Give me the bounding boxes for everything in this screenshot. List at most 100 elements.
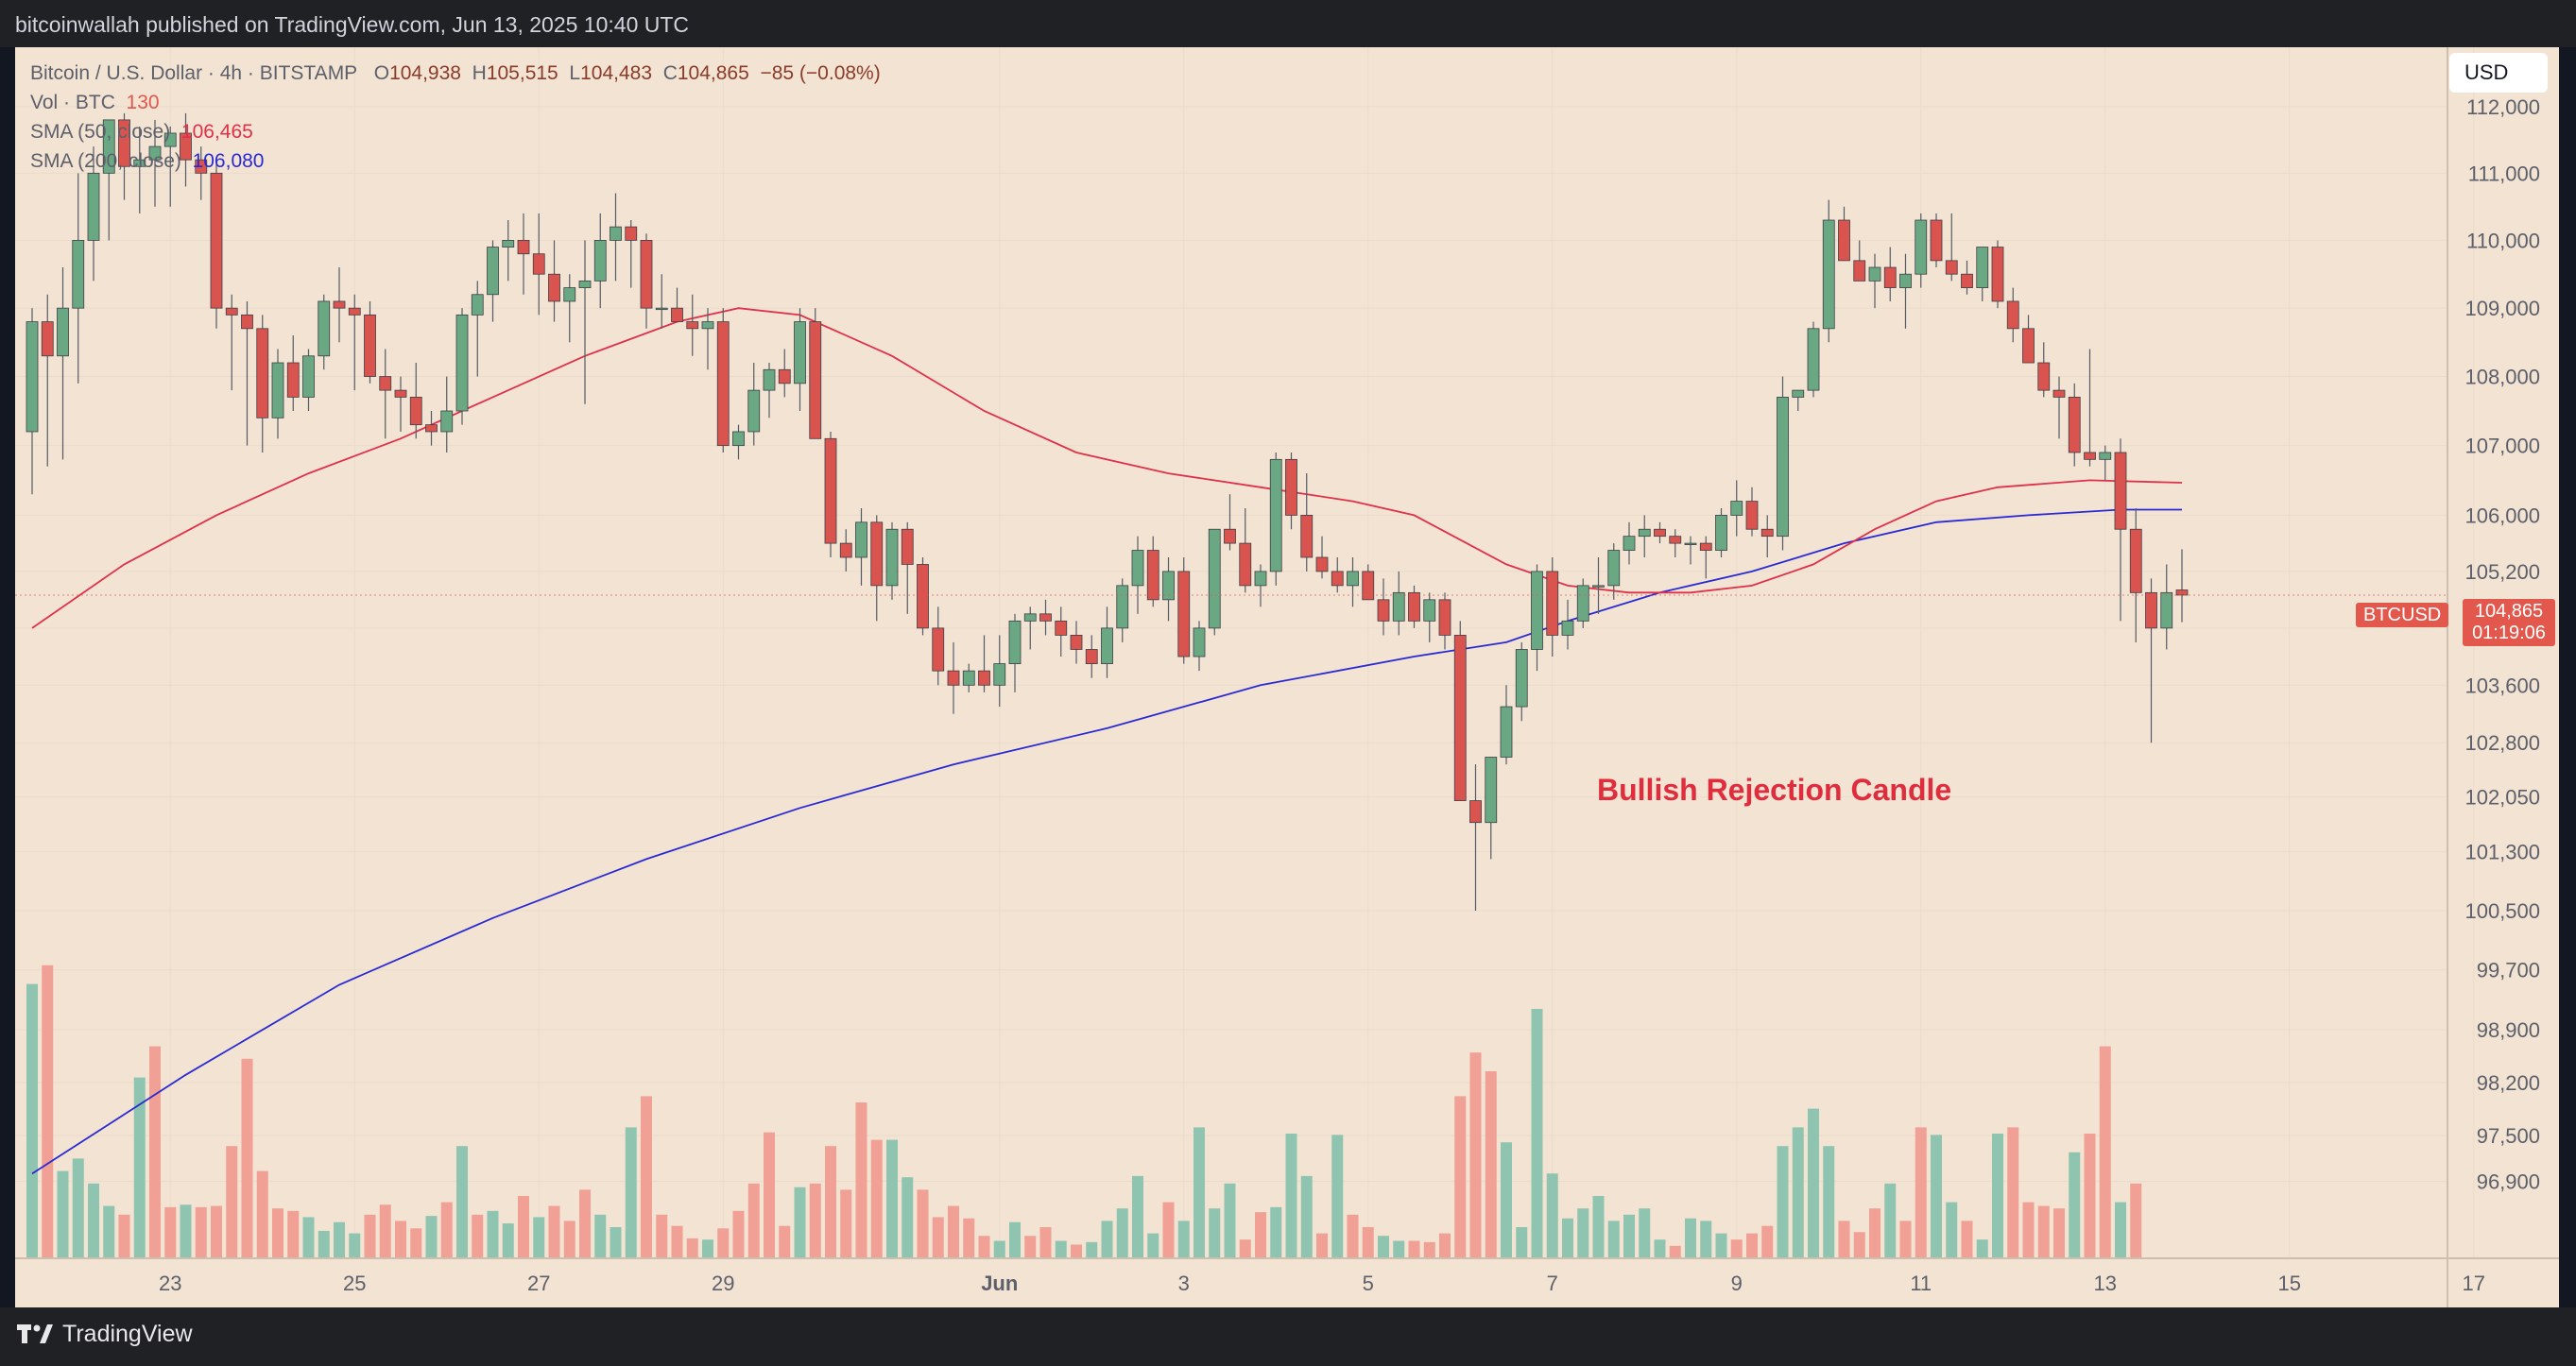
annotation-text: Bullish Rejection Candle	[1597, 773, 1952, 807]
volume-bar	[1454, 1096, 1467, 1258]
candle	[409, 363, 422, 439]
volume-bar	[548, 1205, 560, 1258]
volume-bar	[118, 1214, 130, 1258]
volume-bar	[1224, 1183, 1236, 1258]
time-axis: 23252729Jun3579111315171921	[159, 1272, 2485, 1295]
volume-bar	[932, 1217, 944, 1258]
candle-body	[1638, 528, 1651, 538]
candle	[778, 349, 791, 398]
volume-bar	[318, 1230, 330, 1258]
candle-body	[1777, 397, 1789, 538]
candle-body	[2006, 300, 2019, 330]
legend-volume-row[interactable]: Vol · BTC 130	[30, 88, 881, 117]
candle	[1638, 515, 1651, 557]
candle-body	[686, 321, 699, 330]
candle	[671, 287, 683, 322]
volume-bar	[594, 1214, 607, 1258]
time-tick-label: 25	[343, 1272, 366, 1295]
volume-bar	[518, 1196, 529, 1258]
volume-bar	[978, 1236, 990, 1258]
volume-bar	[1946, 1202, 1958, 1258]
volume-bar	[1132, 1175, 1143, 1258]
volume-bar	[26, 983, 38, 1258]
candle-body	[1930, 219, 1943, 262]
candle-body	[2084, 452, 2096, 460]
candle	[563, 274, 576, 343]
candle	[593, 213, 607, 309]
volume-bar	[425, 1216, 438, 1258]
volume-bar	[1501, 1142, 1512, 1258]
volume-bar	[1009, 1221, 1021, 1258]
volume-bar	[2053, 1208, 2065, 1258]
candle-body	[1008, 620, 1022, 664]
publish-info: bitcoinwallah published on TradingView.c…	[15, 12, 690, 37]
chart-panel[interactable]: 112,000 111,000 110,000 109,000 108,000 107,0…	[15, 47, 2559, 1307]
volume-bar	[993, 1240, 1005, 1258]
volume-bar	[164, 1206, 177, 1258]
bar-countdown: 01:19:06	[2472, 623, 2546, 643]
candle-body	[1347, 571, 1359, 587]
candle-body	[1269, 458, 1282, 572]
candle-body	[1561, 620, 1574, 636]
price-chart[interactable]: 112,000 111,000 110,000 109,000 108,000 107,0…	[15, 47, 2559, 1307]
candle-body	[1792, 389, 1805, 398]
candle-body	[1991, 247, 2004, 302]
candle	[701, 308, 714, 370]
volume-bar	[272, 1208, 283, 1258]
candle	[440, 376, 454, 452]
candle	[1131, 536, 1144, 614]
candle-body	[809, 321, 822, 439]
candle	[455, 308, 469, 425]
volume-bar	[1623, 1214, 1635, 1258]
legend-sma50-row[interactable]: SMA (50, close) 106,465	[30, 117, 881, 146]
candle	[1930, 213, 1943, 268]
volume-bar	[1255, 1212, 1266, 1258]
volume-bar	[1316, 1233, 1328, 1258]
candle	[947, 641, 960, 714]
candle	[26, 308, 39, 495]
candle	[1408, 585, 1420, 628]
candle	[747, 363, 761, 446]
tradingview-logo[interactable]: TradingView	[17, 1321, 193, 1348]
candle-body	[26, 321, 39, 433]
candle-body	[333, 300, 346, 309]
candle-body	[348, 307, 361, 316]
candle-body	[901, 528, 914, 565]
volume-bar	[732, 1210, 745, 1258]
candle	[333, 267, 346, 343]
candle-body	[1224, 528, 1236, 544]
candle	[962, 663, 975, 692]
candle-body	[440, 410, 454, 433]
volume-bar	[1162, 1202, 1175, 1258]
candle	[210, 160, 223, 329]
volume-bar	[1423, 1241, 1435, 1258]
volume-bar	[1147, 1233, 1159, 1258]
currency-button[interactable]: USD	[2449, 53, 2548, 93]
volume-bar	[364, 1214, 376, 1258]
candle	[2052, 376, 2066, 439]
candle	[118, 112, 130, 200]
candle	[2099, 445, 2112, 481]
candle	[732, 424, 745, 460]
volume-bar	[472, 1214, 484, 1258]
legend-sma200-label: SMA (200, close)	[30, 150, 181, 172]
candle	[1883, 247, 1897, 301]
legend-ohlc-row: Bitcoin / U.S. Dollar · 4h · BITSTAMP O1…	[30, 59, 881, 88]
candle	[1576, 578, 1589, 628]
legend-sma200-value: 106,080	[192, 150, 265, 172]
price-tick-label: 110,000	[2466, 229, 2540, 252]
legend-sma200-row[interactable]: SMA (200, close) 106,080	[30, 146, 881, 176]
candle	[1745, 487, 1759, 537]
volume-bar	[840, 1189, 852, 1258]
volume-bar	[1177, 1221, 1190, 1258]
chart-legend: Bitcoin / U.S. Dollar · 4h · BITSTAMP O1…	[30, 59, 881, 176]
volume-bar	[1209, 1208, 1221, 1258]
candle-body	[210, 172, 223, 309]
volume-bar	[1607, 1221, 1620, 1258]
candle	[57, 267, 69, 460]
candle-body	[455, 314, 469, 412]
candle	[379, 349, 392, 439]
volume-bar	[641, 1096, 652, 1258]
volume-bar	[870, 1139, 883, 1258]
time-tick-label: 17	[2463, 1272, 2485, 1295]
